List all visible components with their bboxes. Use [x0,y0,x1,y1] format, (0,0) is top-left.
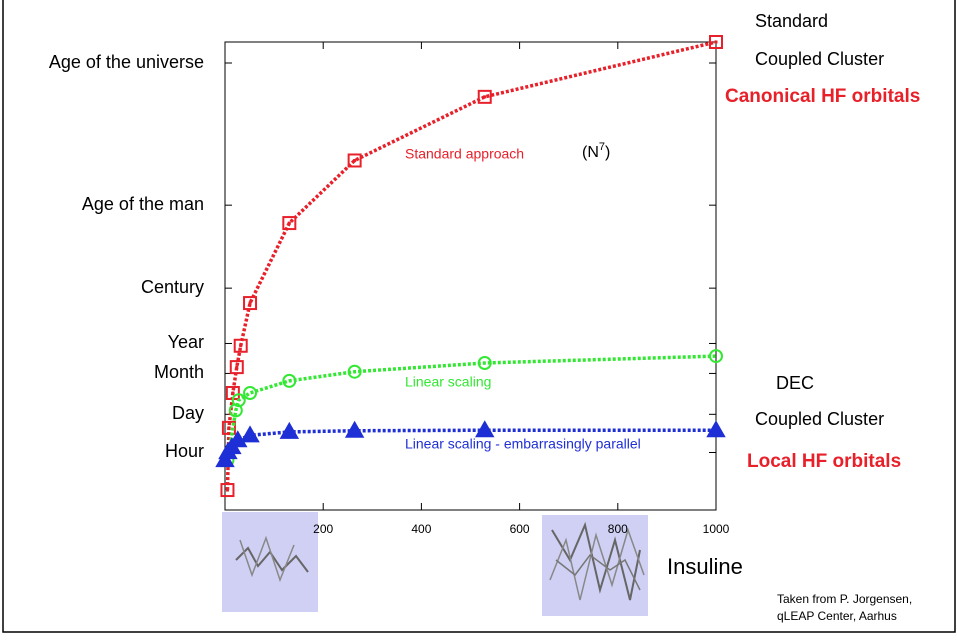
right-label: Coupled Cluster [755,49,884,69]
x-tick-label: 800 [608,522,628,536]
marker-dot [226,489,229,492]
x-tick-label: 400 [411,522,431,536]
molecule-label: Insuline [667,554,743,579]
y-tick-label: Hour [165,441,204,461]
credit: qLEAP Center, Aarhus [777,609,897,623]
marker-dot [235,366,238,369]
x-tick-label: 600 [510,522,530,536]
y-tick-label: Year [168,332,204,352]
series-label: Standard approach [405,146,524,162]
marker-dot [715,41,718,44]
right-label: Canonical HF orbitals [725,86,920,107]
marker-dot [288,222,291,225]
right-label: Standard [755,11,828,31]
marker-dot [483,95,486,98]
scaling-note-text: (N [582,144,599,161]
series-label: Linear scaling - embarrasingly parallel [405,436,641,452]
y-tick-label: Century [141,277,204,297]
right-label: Local HF orbitals [747,451,901,472]
marker-dot [239,344,242,347]
x-tick-label: 1000 [703,522,730,536]
series-label: Linear scaling [405,374,491,390]
right-label: Coupled Cluster [755,409,884,429]
slide: Insuline Taken from P. Jorgensen, qLEAP … [0,0,957,635]
marker-dot [227,426,230,429]
scaling-note-text: ) [605,144,610,161]
y-tick-label: Age of the universe [49,52,204,72]
scaling-note: (N7) [582,141,610,161]
right-label: DEC [776,373,814,393]
x-tick-label: 200 [313,522,333,536]
molecule-large [542,515,648,616]
molecule-small [222,512,318,612]
y-tick-label: Age of the man [82,194,204,214]
y-tick-label: Month [154,362,204,382]
series-line [227,42,716,490]
y-tick-label: Day [172,403,204,423]
marker-dot [249,302,252,305]
marker-dot [353,159,356,162]
credit: Taken from P. Jorgensen, [777,592,912,606]
marker-dot [231,391,234,394]
circle-marker [244,387,256,399]
